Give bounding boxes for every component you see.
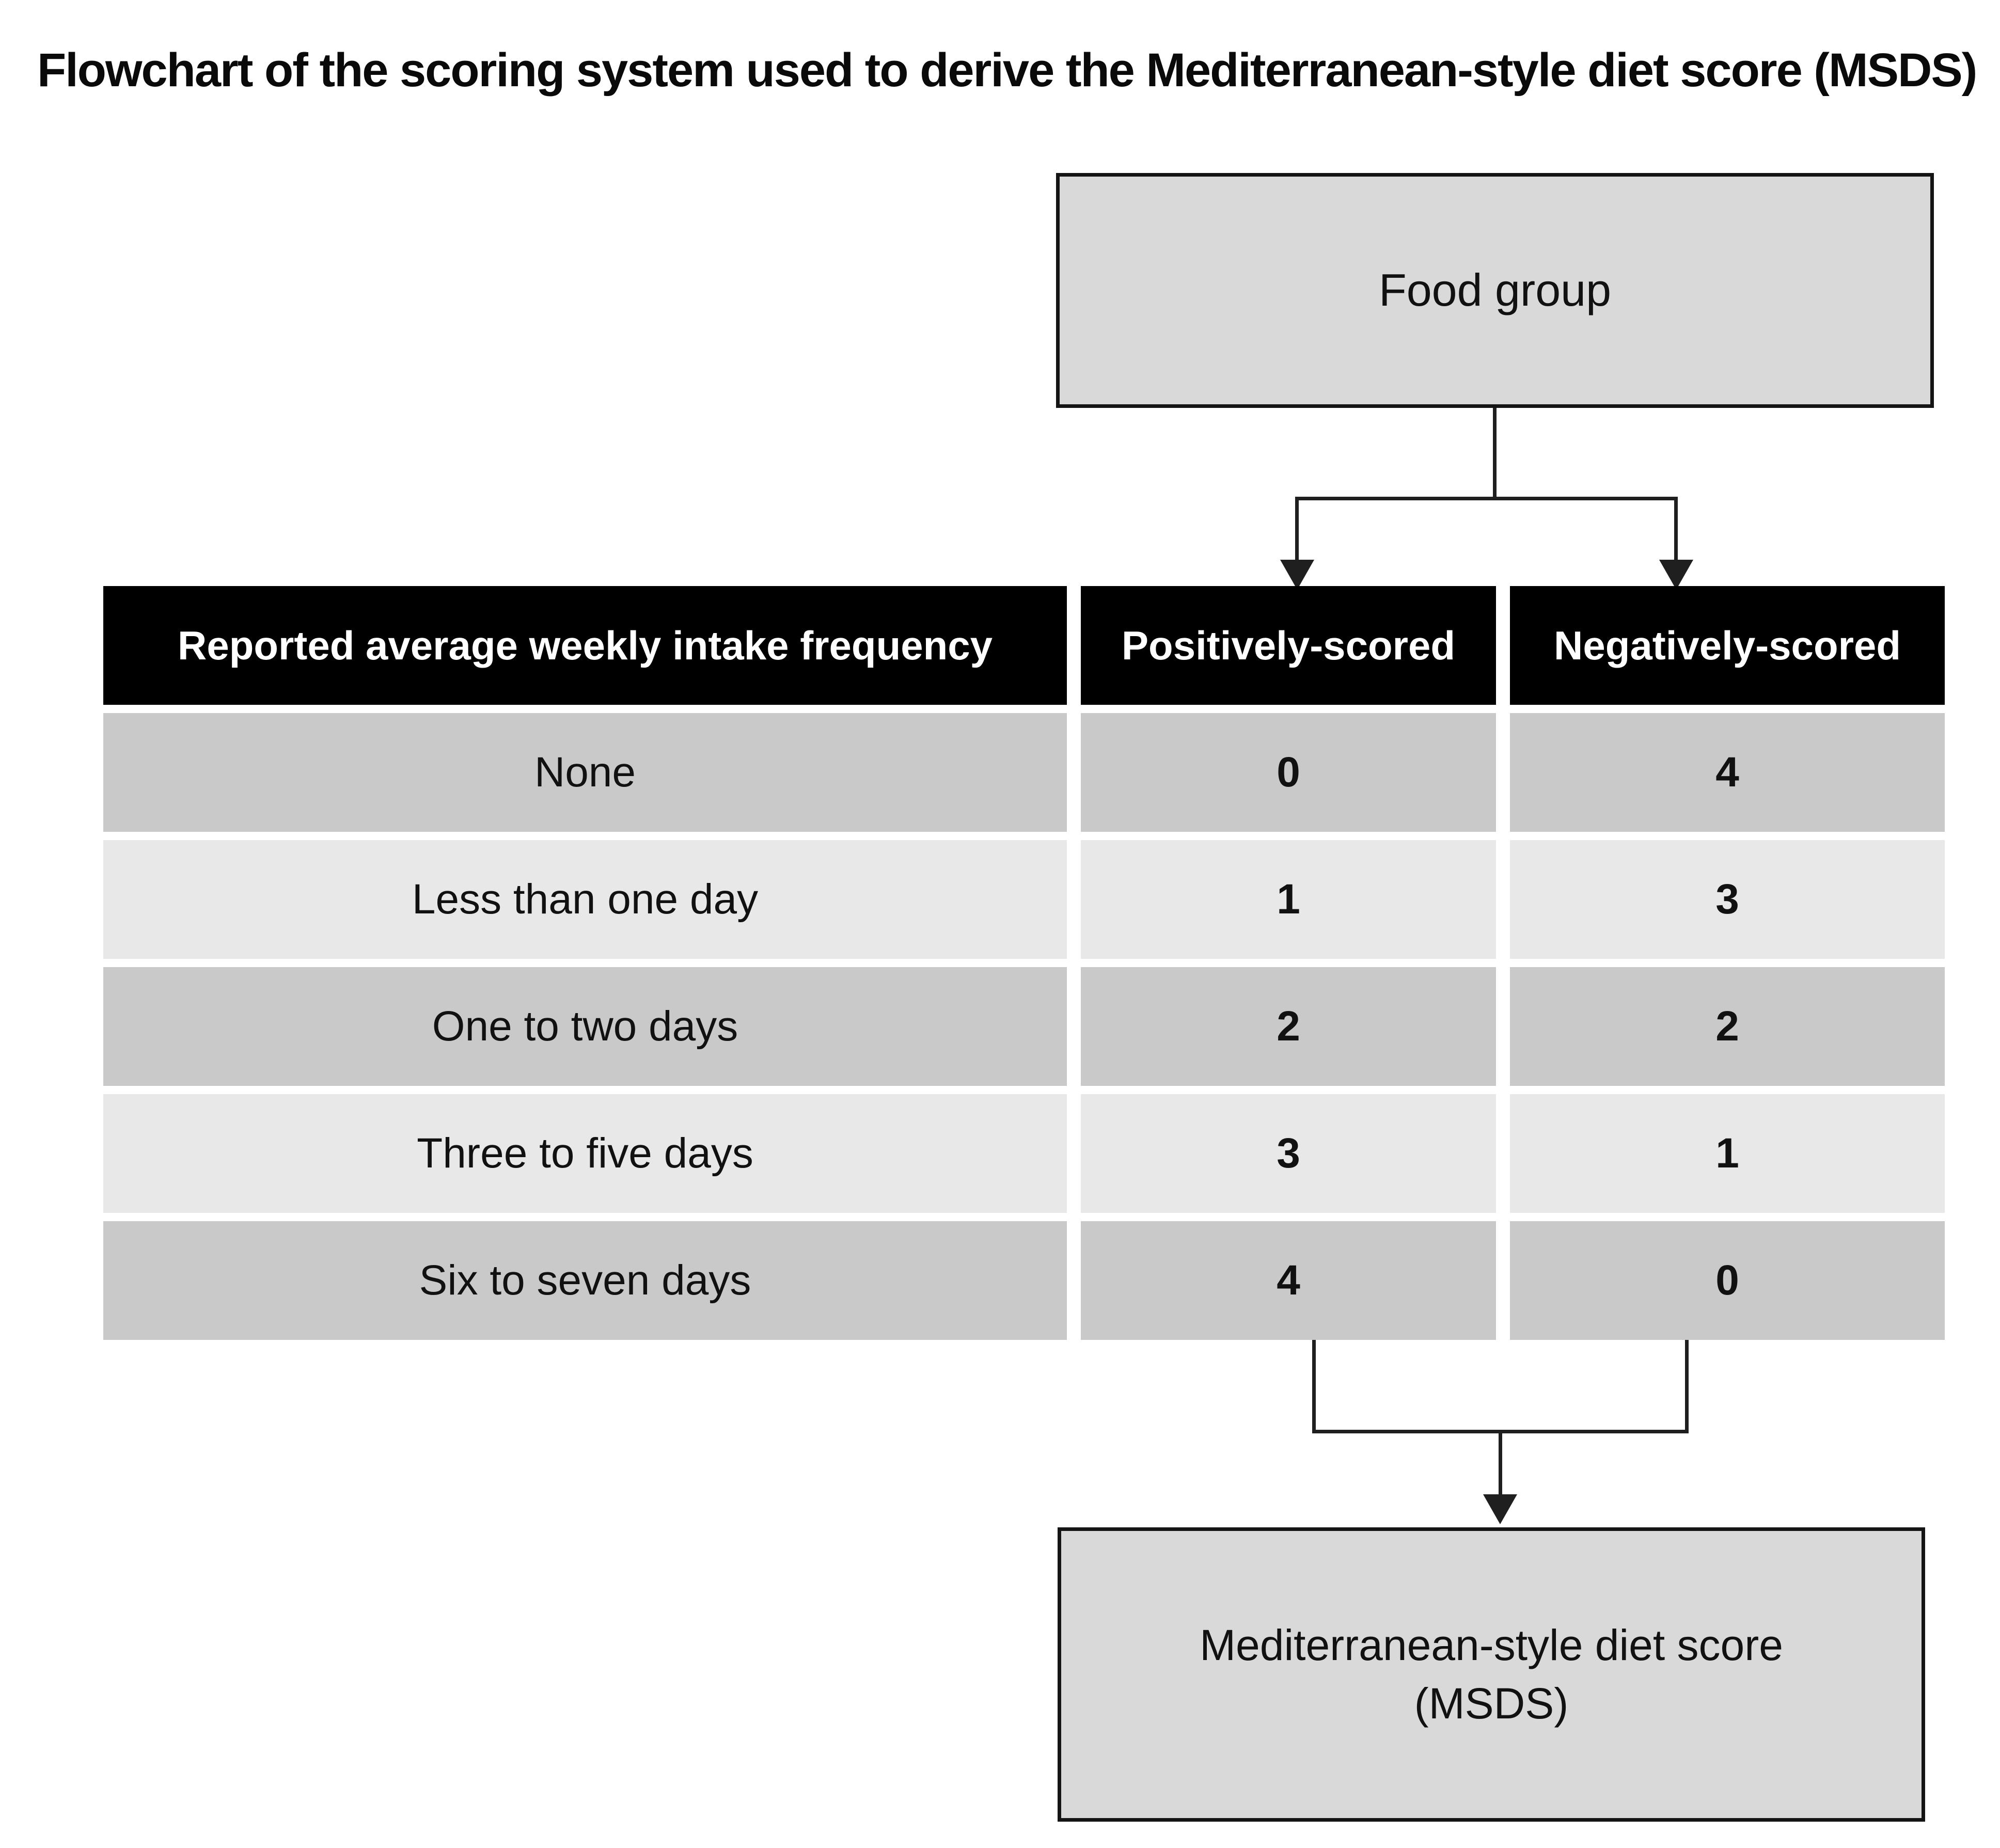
arrowhead-down-icon <box>1659 560 1693 590</box>
arrowhead-down-icon <box>1280 560 1314 590</box>
bottom-connector-horizontal <box>1312 1430 1689 1433</box>
positive-score-cell: 2 <box>1081 967 1496 1086</box>
frequency-cell: Less than one day <box>103 840 1067 959</box>
positive-score-cell: 0 <box>1081 713 1496 832</box>
header-cell-negatively-scored: Negatively-scored <box>1510 586 1945 705</box>
bottom-connector-right-drop <box>1685 1340 1689 1433</box>
bottom-connector-left-drop <box>1312 1340 1316 1433</box>
food-group-label: Food group <box>1378 264 1612 316</box>
top-connector-stem <box>1493 408 1497 500</box>
scoring-table: Reported average weekly intake frequency… <box>103 586 1945 1340</box>
positive-score-cell: 1 <box>1081 840 1496 959</box>
header-cell-positively-scored: Positively-scored <box>1081 586 1496 705</box>
top-connector-horizontal <box>1295 497 1678 500</box>
negative-score-cell: 4 <box>1510 713 1945 832</box>
page-title: Flowchart of the scoring system used to … <box>37 44 1977 97</box>
header-cell-frequency: Reported average weekly intake frequency <box>103 586 1067 705</box>
top-connector-left-drop <box>1295 497 1299 565</box>
frequency-cell: Three to five days <box>103 1094 1067 1213</box>
negative-score-cell: 2 <box>1510 967 1945 1086</box>
frequency-cell: None <box>103 713 1067 832</box>
arrowhead-down-icon <box>1483 1494 1517 1524</box>
bottom-connector-stem <box>1499 1433 1502 1495</box>
negative-score-cell: 0 <box>1510 1221 1945 1340</box>
msds-result-box: Mediterranean-style diet score (MSDS) <box>1058 1527 1925 1822</box>
frequency-cell: Six to seven days <box>103 1221 1067 1340</box>
msds-label-line1: Mediterranean-style diet score <box>1200 1620 1783 1669</box>
positive-score-cell: 3 <box>1081 1094 1496 1213</box>
food-group-box: Food group <box>1056 173 1934 408</box>
msds-label-line2: (MSDS) <box>1414 1679 1569 1728</box>
negative-score-cell: 3 <box>1510 840 1945 959</box>
top-connector-right-drop <box>1674 497 1678 565</box>
positive-score-cell: 4 <box>1081 1221 1496 1340</box>
negative-score-cell: 1 <box>1510 1094 1945 1213</box>
frequency-cell: One to two days <box>103 967 1067 1086</box>
